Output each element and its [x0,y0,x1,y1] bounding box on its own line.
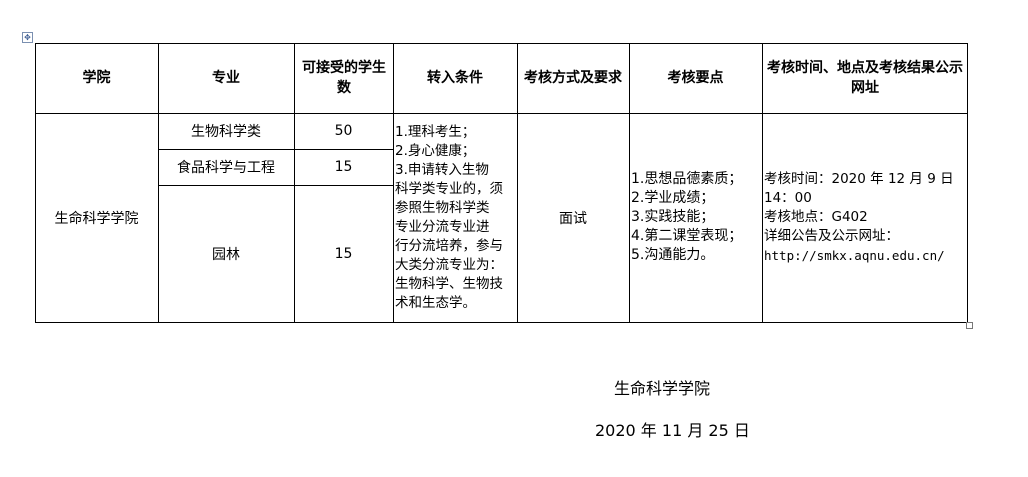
info-url-label: 详细公告及公示网址： [764,228,899,244]
footer-org: 生命科学学院 [614,379,711,398]
conditions-cell: 1.理科考生； 2.身心健康； 3.申请转入生物 科学类专业的，须 参照生物科学… [393,113,517,322]
college-cell: 生命科学学院 [54,210,139,227]
header-major: 专业 [212,70,240,86]
info-location: 考核地点：G402 [764,209,868,225]
condition-line: 专业分流专业进 [395,218,490,235]
condition-line: 科学类专业的，须 [395,180,503,197]
info-time: 考核时间：2020 年 12 月 9 日 [764,171,954,187]
method-cell: 面试 [559,210,587,227]
info-cell: 考核时间：2020 年 12 月 9 日 14：00 考核地点：G402 详细公… [762,113,967,322]
point-line: 3.实践技能； [631,209,715,225]
major-count: 50 [334,123,353,139]
header-conditions: 转入条件 [427,70,483,86]
condition-line: 术和生态学。 [395,294,476,311]
condition-line: 行分流培养，参与 [395,237,503,254]
info-time-2: 14：00 [764,190,812,206]
condition-line: 大类分流专业为： [395,256,503,273]
point-line: 2.学业成绩； [631,190,715,206]
header-info: 考核时间、地点及考核结果公示网址 [767,60,963,96]
info-url[interactable]: http://smkx.aqnu.edu.cn/ [764,248,945,263]
condition-line: 2.身心健康； [395,142,476,159]
major-name: 生物科学类 [191,124,261,140]
header-points: 考核要点 [667,70,724,86]
condition-line: 生物科学、生物技 [395,275,503,292]
point-line: 5.沟通能力。 [631,247,715,263]
footer-date: 2020 年 11 月 25 日 [595,421,750,440]
table-resize-handle[interactable] [966,322,973,329]
condition-line: 3.申请转入生物 [395,161,489,178]
major-count: 15 [334,159,353,175]
header-college: 学院 [82,70,111,86]
major-name: 食品科学与工程 [177,160,275,176]
header-method: 考核方式及要求 [524,70,622,86]
point-line: 1.思想品德素质； [631,171,743,187]
major-count: 15 [334,245,353,262]
points-cell: 1.思想品德素质； 2.学业成绩； 3.实践技能； 4.第二课堂表现； 5.沟通… [629,113,762,322]
table-move-handle-icon[interactable]: ✥ [22,32,33,43]
condition-line: 参照生物科学类 [395,199,490,216]
condition-line: 1.理科考生； [395,123,476,140]
point-line: 4.第二课堂表现； [631,228,743,244]
header-count: 可接受的学生数 [302,60,386,96]
major-name: 园林 [212,246,240,263]
